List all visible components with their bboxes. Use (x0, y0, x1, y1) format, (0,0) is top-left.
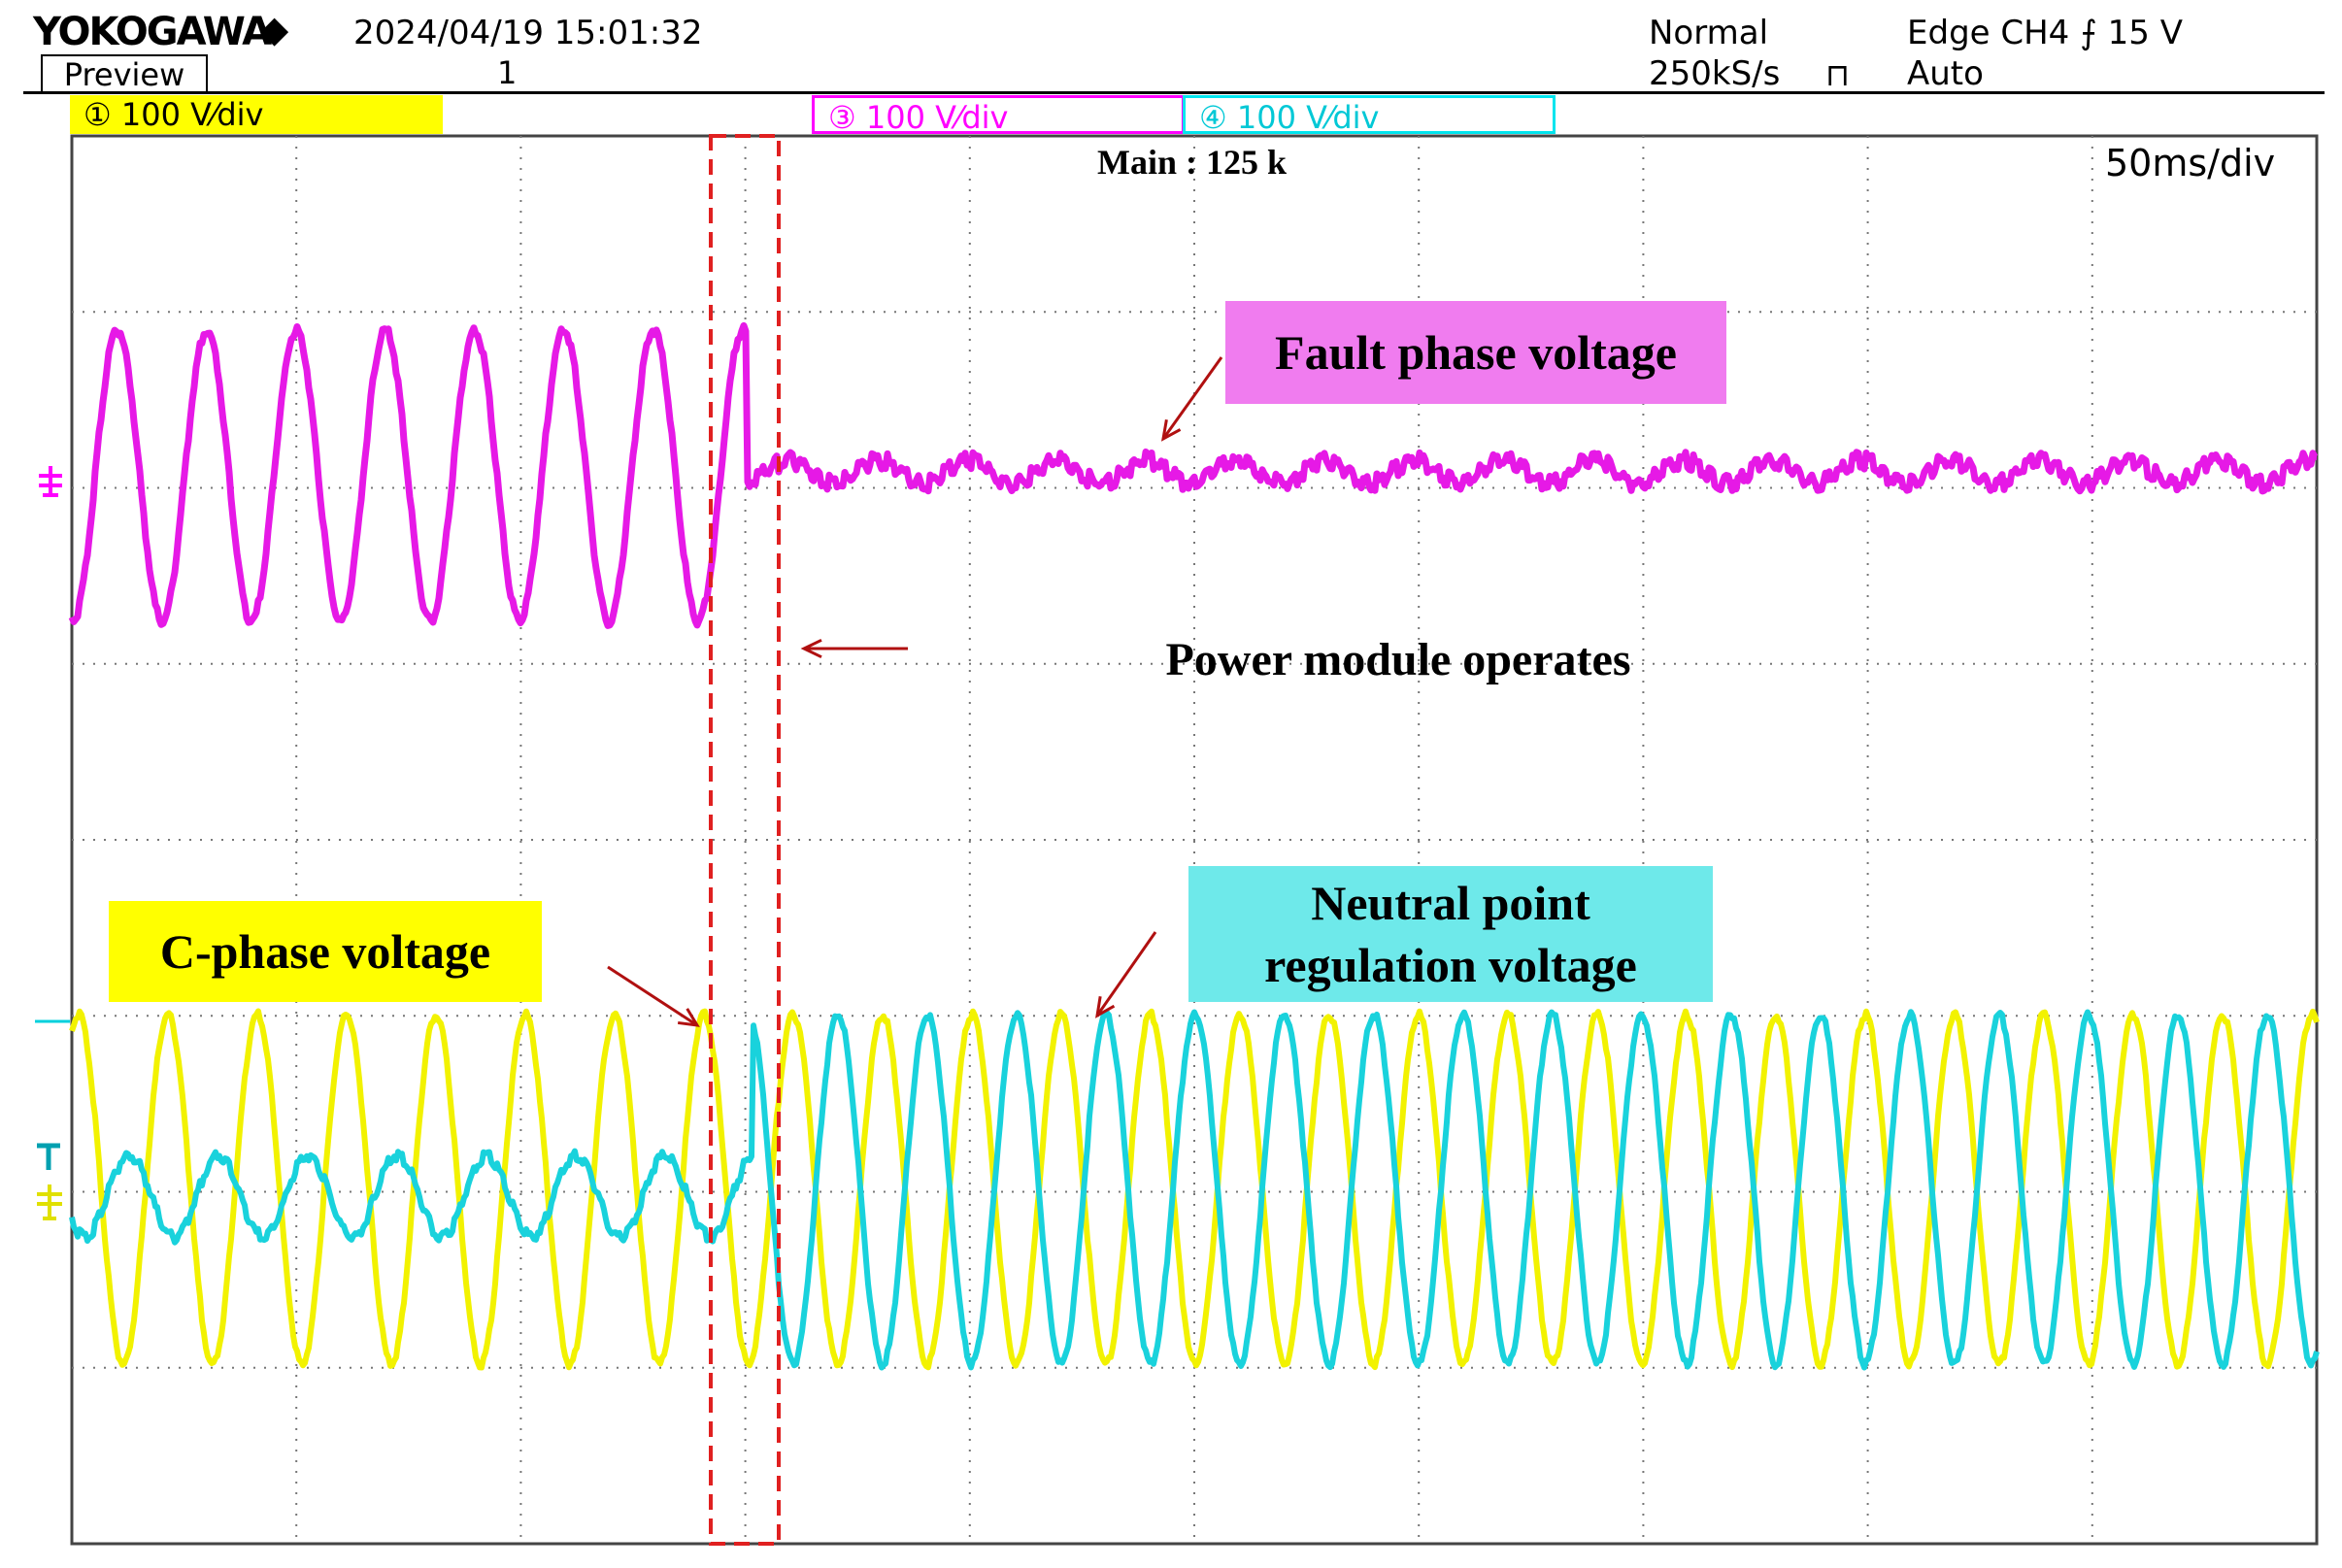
channel-3-tag[interactable]: ③ 100 V⁄div (812, 95, 1185, 136)
fault-phase-trace (68, 321, 2319, 629)
trigger-settings: Edge CH4 ⨍ 15 V (1907, 14, 2183, 52)
sample-rate: 250kS/s (1649, 54, 1781, 93)
ch3-ground-marker (39, 466, 62, 497)
c-phase-trace (69, 1008, 2320, 1371)
neutral-point-label-line1: Neutral point (1311, 876, 1590, 930)
main-record-label: Main : 125 k (1097, 143, 1288, 182)
power-module-marker-box (709, 134, 781, 1546)
annotation-arrows (607, 356, 1223, 1027)
trigger-mode: Auto (1907, 54, 1984, 93)
channel-1-marker: ① (84, 96, 112, 133)
channel-4-scale: 100 V⁄div (1236, 99, 1380, 136)
record-number: 1 (497, 54, 518, 91)
trigger-coupling-icon: ⊓ (1825, 56, 1850, 93)
channel-3-marker: ③ (828, 99, 856, 136)
channel-1-scale: 100 V⁄div (120, 96, 264, 133)
datetime: 2024/04/19 15:01:32 (353, 14, 703, 52)
arrow-neutral-point-head (1095, 996, 1116, 1018)
diamond-icon: ◆ (260, 8, 289, 50)
neutral-point-trace (69, 1009, 2320, 1371)
ch1-ground-marker (37, 1184, 62, 1220)
channel-1-tag[interactable]: ① 100 V⁄div (70, 95, 443, 134)
graticule (72, 136, 2317, 1544)
acquisition-mode: Normal (1649, 14, 1769, 52)
neutral-point-label: Neutral point regulation voltage (1188, 866, 1713, 1002)
power-module-label: Power module operates (1165, 634, 1631, 685)
header-divider (23, 91, 2325, 94)
timebase-label: 50ms/div (2105, 142, 2276, 184)
arrow-neutral-point (1095, 931, 1157, 1017)
arrow-c-phase (607, 965, 698, 1027)
channel-4-marker: ④ (1199, 99, 1227, 136)
arrow-fault-phase-head (1160, 419, 1182, 442)
brand-logo: YOKOGAWA (33, 10, 272, 54)
preview-button[interactable]: Preview (41, 54, 208, 93)
fault-phase-label: Fault phase voltage (1225, 301, 1726, 404)
arrow-fault-phase (1161, 356, 1223, 440)
channel-4-tag[interactable]: ④ 100 V⁄div (1183, 95, 1556, 136)
ch4-trigger-marker (37, 1143, 60, 1170)
arrow-power-module-head (800, 638, 822, 659)
channel-3-scale: 100 V⁄div (865, 99, 1009, 136)
neutral-point-label-line2: regulation voltage (1264, 938, 1637, 992)
c-phase-label: C-phase voltage (109, 901, 542, 1002)
arrow-c-phase-head (677, 1008, 700, 1027)
